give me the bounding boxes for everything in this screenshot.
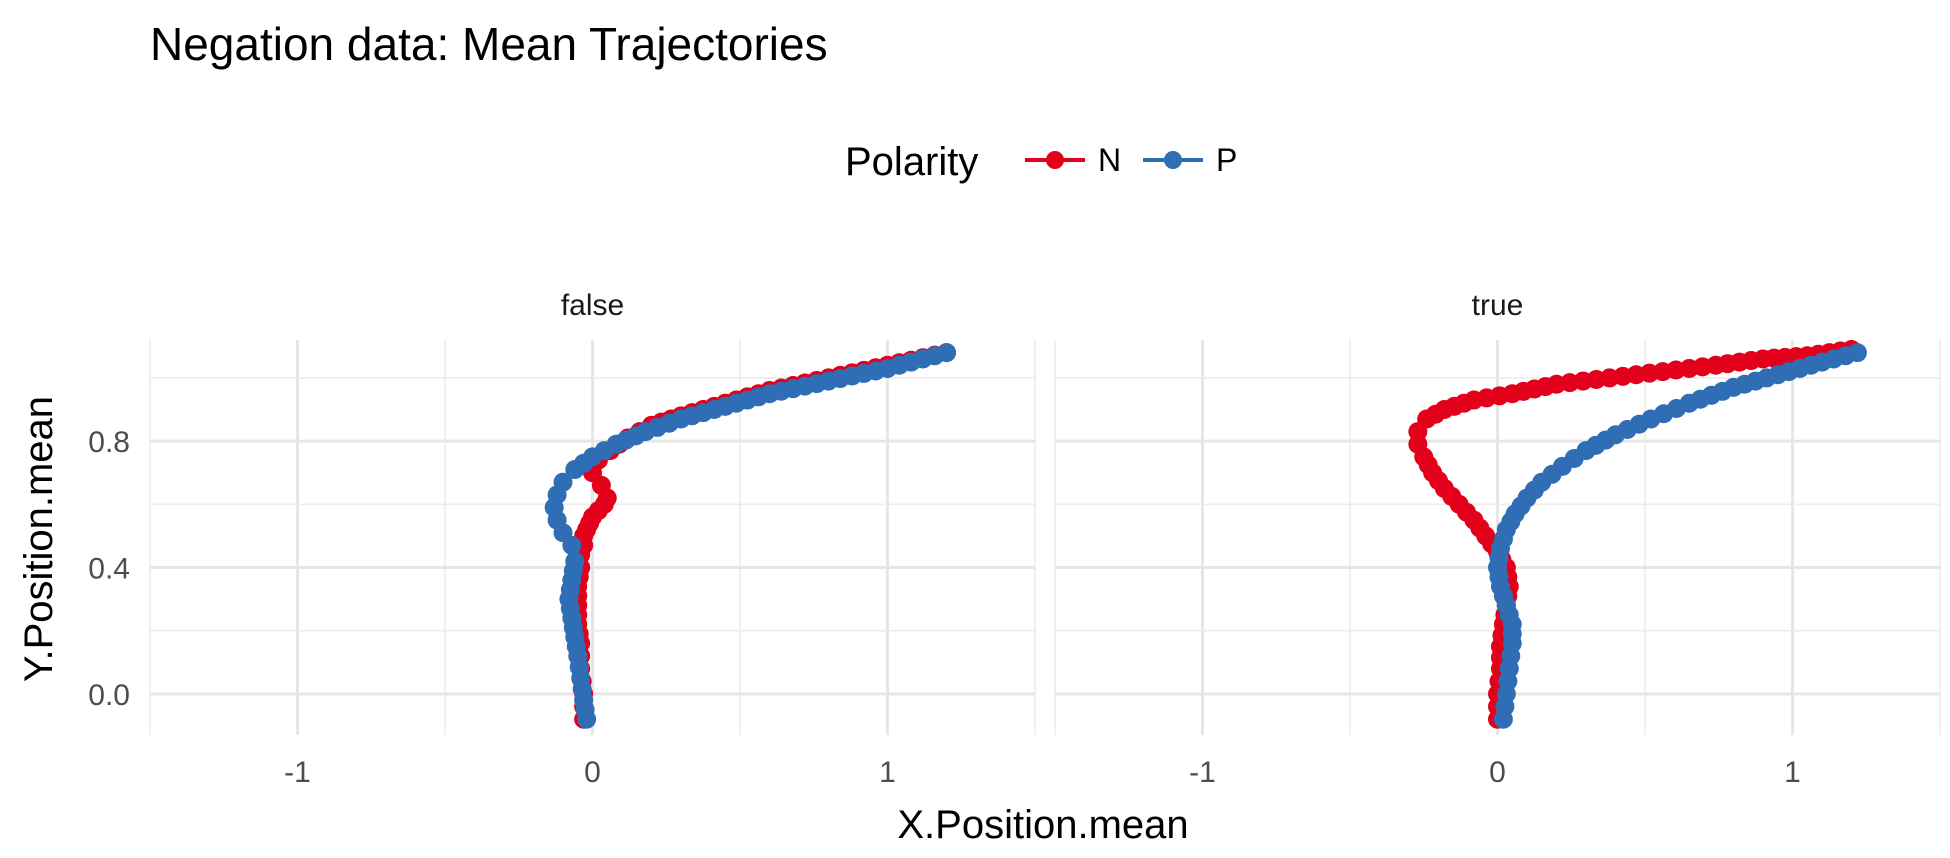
legend-key-point — [1046, 151, 1064, 169]
legend-label: N — [1098, 142, 1121, 178]
y-tick-label: 0.4 — [88, 553, 130, 586]
data-point — [1847, 343, 1867, 363]
x-tick-label: 0 — [1489, 756, 1506, 789]
legend-entry-p: P — [1143, 142, 1237, 178]
facet-strip-label: false — [561, 289, 624, 322]
x-tick-label: -1 — [1189, 756, 1216, 789]
legend-key-point — [1164, 151, 1182, 169]
x-tick-label: -1 — [284, 756, 311, 789]
y-tick-label: 0.0 — [88, 679, 130, 712]
data-point — [937, 343, 956, 363]
facet-panel-false: false -1 0 1 0.0 0.4 0.8 — [88, 289, 1036, 789]
facet-strip-label: true — [1472, 289, 1524, 322]
chart-title: Negation data: Mean Trajectories — [150, 18, 828, 70]
facet-panels: false -1 0 1 0.0 0.4 0.8 true -1 0 1 — [88, 289, 1941, 789]
legend-entry-n: N — [1025, 142, 1121, 178]
x-tick-label: 0 — [584, 756, 601, 789]
data-point — [553, 472, 573, 492]
legend-label: P — [1216, 142, 1237, 178]
x-tick-label: 1 — [879, 756, 896, 789]
legend-title: Polarity — [845, 140, 978, 184]
series-line — [575, 350, 947, 720]
data-point — [565, 551, 585, 571]
y-axis-title: Y.Position.mean — [17, 396, 61, 682]
x-axis-title: X.Position.mean — [897, 803, 1188, 847]
y-tick-label: 0.8 — [88, 426, 130, 459]
series-p — [1488, 343, 1867, 729]
facet-panel-true: true -1 0 1 — [1054, 289, 1941, 789]
series-p — [544, 343, 956, 729]
x-tick-label: 1 — [1784, 756, 1801, 789]
